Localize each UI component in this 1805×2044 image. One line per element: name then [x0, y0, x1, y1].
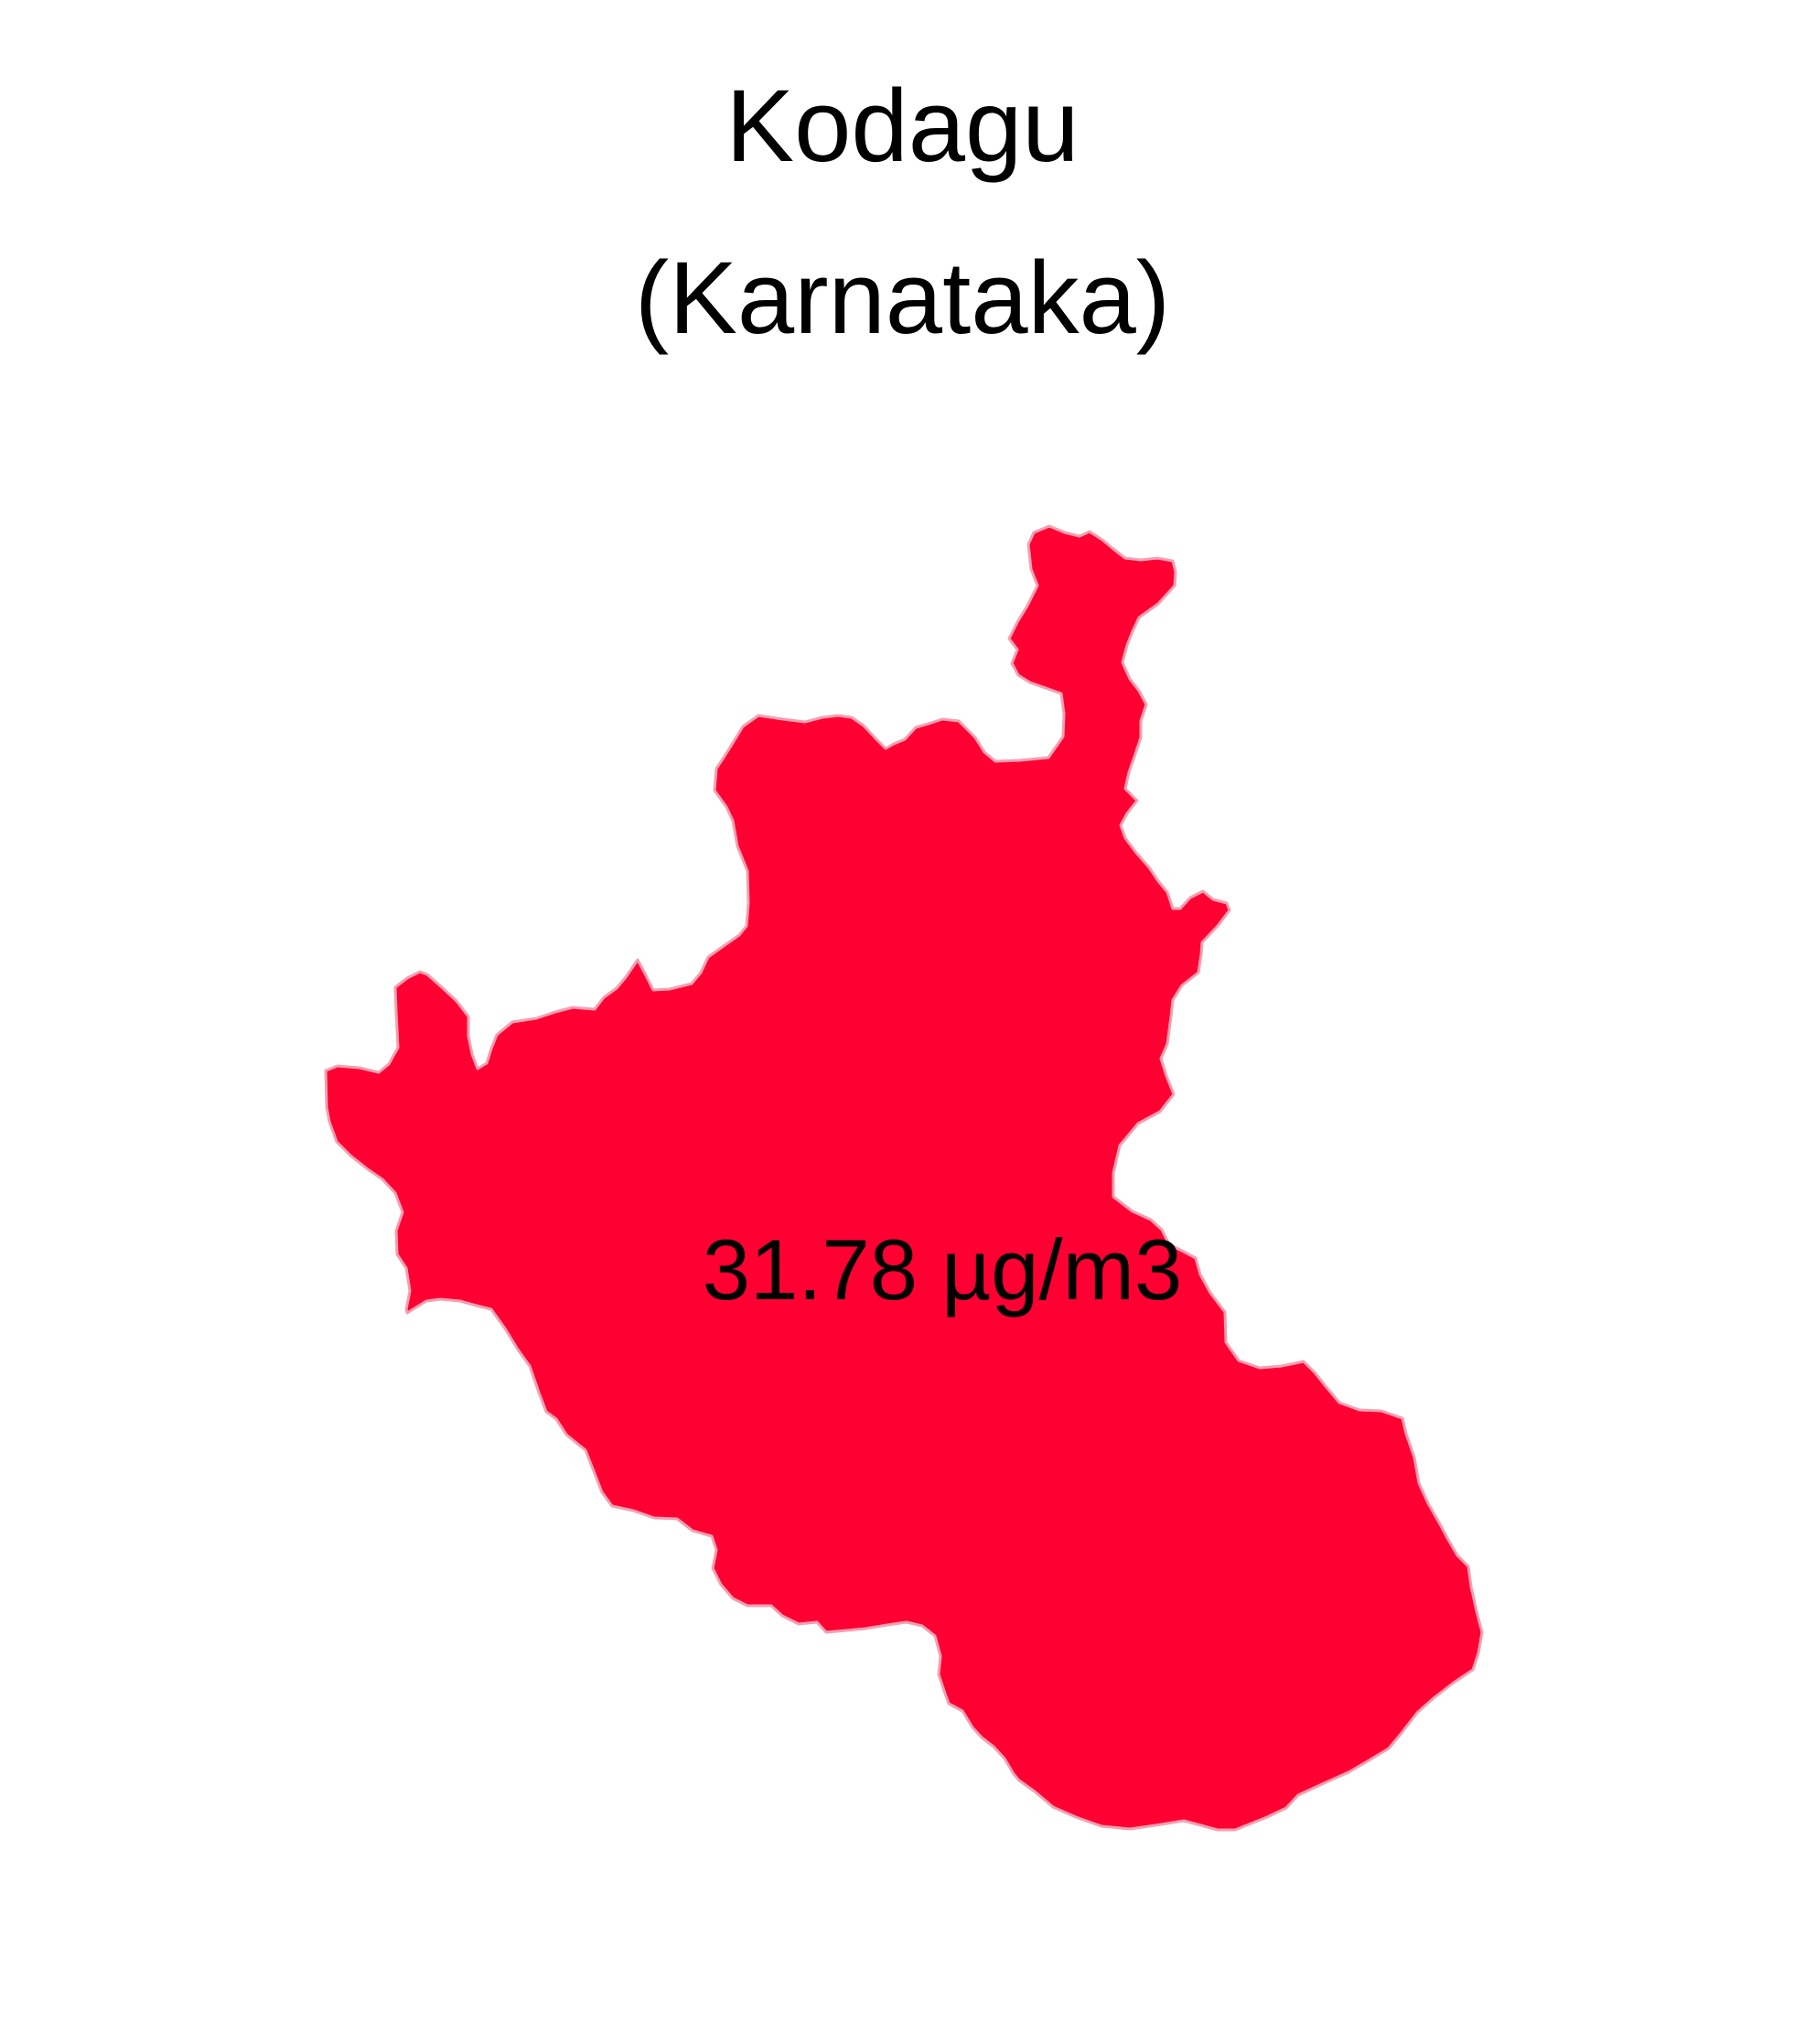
- district-region-kodagu: [324, 524, 1484, 1832]
- map-subtitle-state: (Karnataka): [634, 241, 1171, 355]
- district-value-label: 31.78 µg/m3: [703, 1221, 1182, 1318]
- map-title: Kodagu: [725, 69, 1080, 183]
